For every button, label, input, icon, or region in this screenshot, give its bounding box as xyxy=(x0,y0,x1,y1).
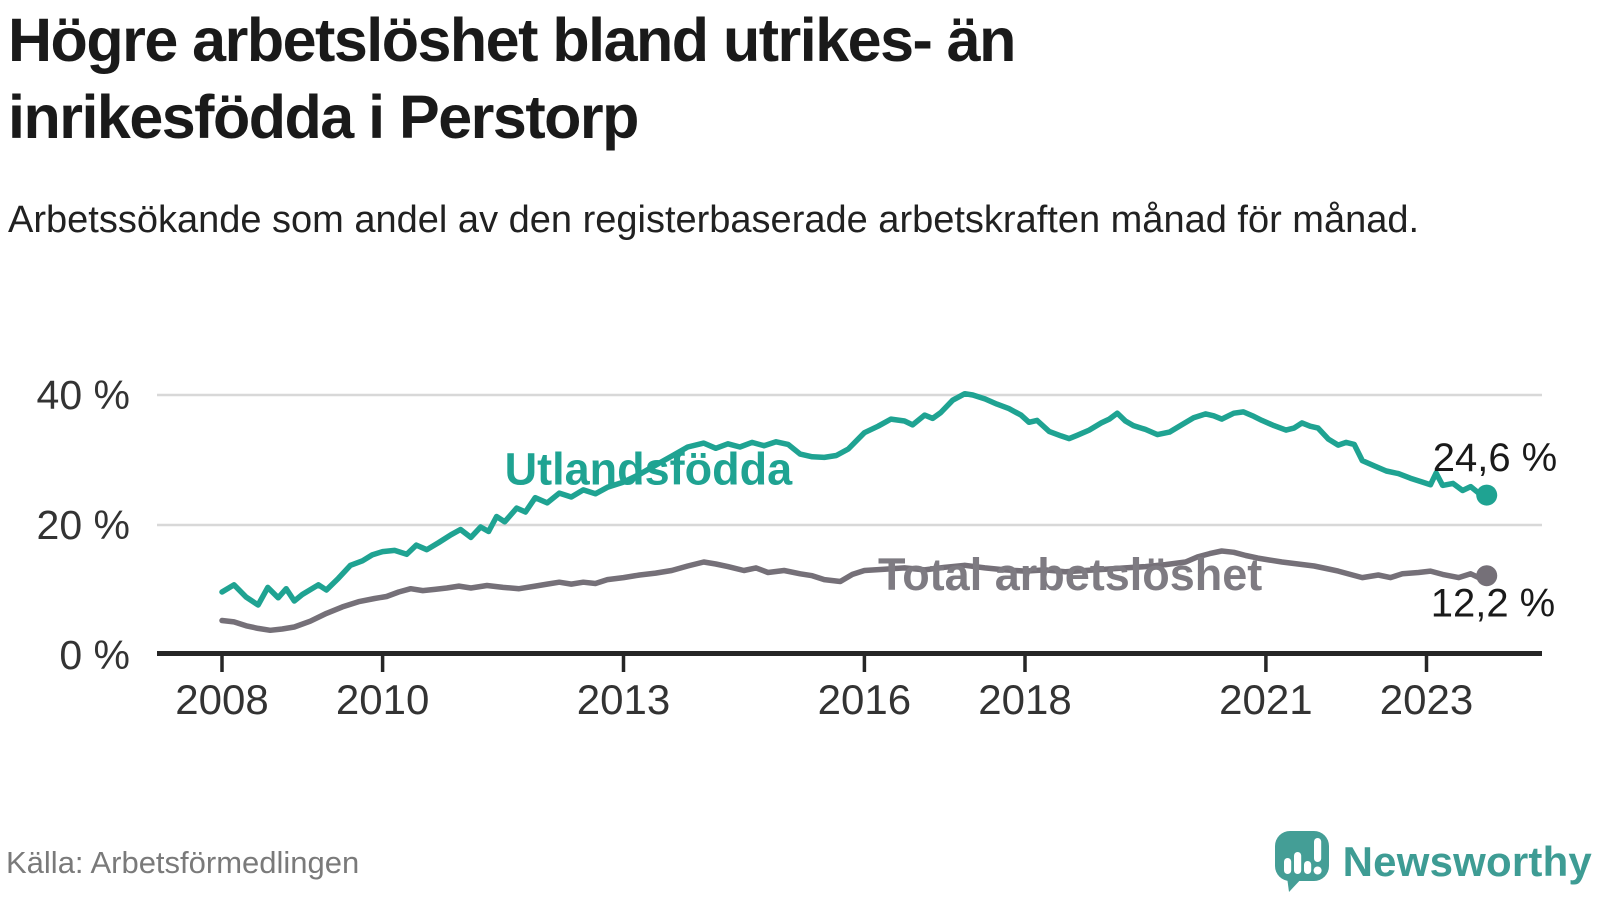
series-line-total-arbetsl-shet xyxy=(219,548,1490,634)
source-note: Källa: Arbetsförmedlingen xyxy=(6,845,360,880)
series-line-utlandsf-dda xyxy=(219,390,1490,608)
series-end-value-utlandsf-dda: 24,6 % xyxy=(1433,436,1558,480)
x-tick-label: 2016 xyxy=(818,676,911,723)
x-tick-label: 2023 xyxy=(1380,676,1473,723)
chart-subtitle: Arbetssökande som andel av den registerb… xyxy=(8,199,1420,241)
y-tick-label: 0 % xyxy=(59,632,130,678)
series-label-utlandsf-dda: Utlandsfödda xyxy=(505,444,793,495)
x-tick-label: 2008 xyxy=(175,676,268,723)
x-tick-label: 2013 xyxy=(577,676,670,723)
logo-bar-3 xyxy=(1303,861,1311,874)
page-title: Högre arbetslöshet bland utrikes- än inr… xyxy=(8,6,1016,151)
y-tick-label: 40 % xyxy=(37,372,130,418)
logo-exclamation-dot xyxy=(1313,866,1322,875)
x-tick-label: 2021 xyxy=(1219,676,1312,723)
logo-bar-1 xyxy=(1283,858,1291,874)
newsworthy-logo-icon xyxy=(1274,831,1329,892)
series-end-dot-utlandsf-dda xyxy=(1476,484,1498,506)
logo-bubble-tail xyxy=(1286,877,1303,892)
logo-exclamation-bar xyxy=(1313,838,1321,862)
x-tick-label: 2010 xyxy=(336,676,429,723)
series-end-dot-total-arbetsl-shet xyxy=(1476,565,1498,587)
y-tick-label: 20 % xyxy=(37,502,130,548)
x-tick-label: 2018 xyxy=(978,676,1071,723)
brand-name: Newsworthy xyxy=(1342,837,1592,885)
logo-bar-2 xyxy=(1293,852,1301,874)
brand-footer: Newsworthy xyxy=(1274,830,1592,893)
series-label-total-arbetsl-shet: Total arbetslöshet xyxy=(878,549,1262,600)
series-end-value-total-arbetsl-shet: 12,2 % xyxy=(1431,582,1556,626)
